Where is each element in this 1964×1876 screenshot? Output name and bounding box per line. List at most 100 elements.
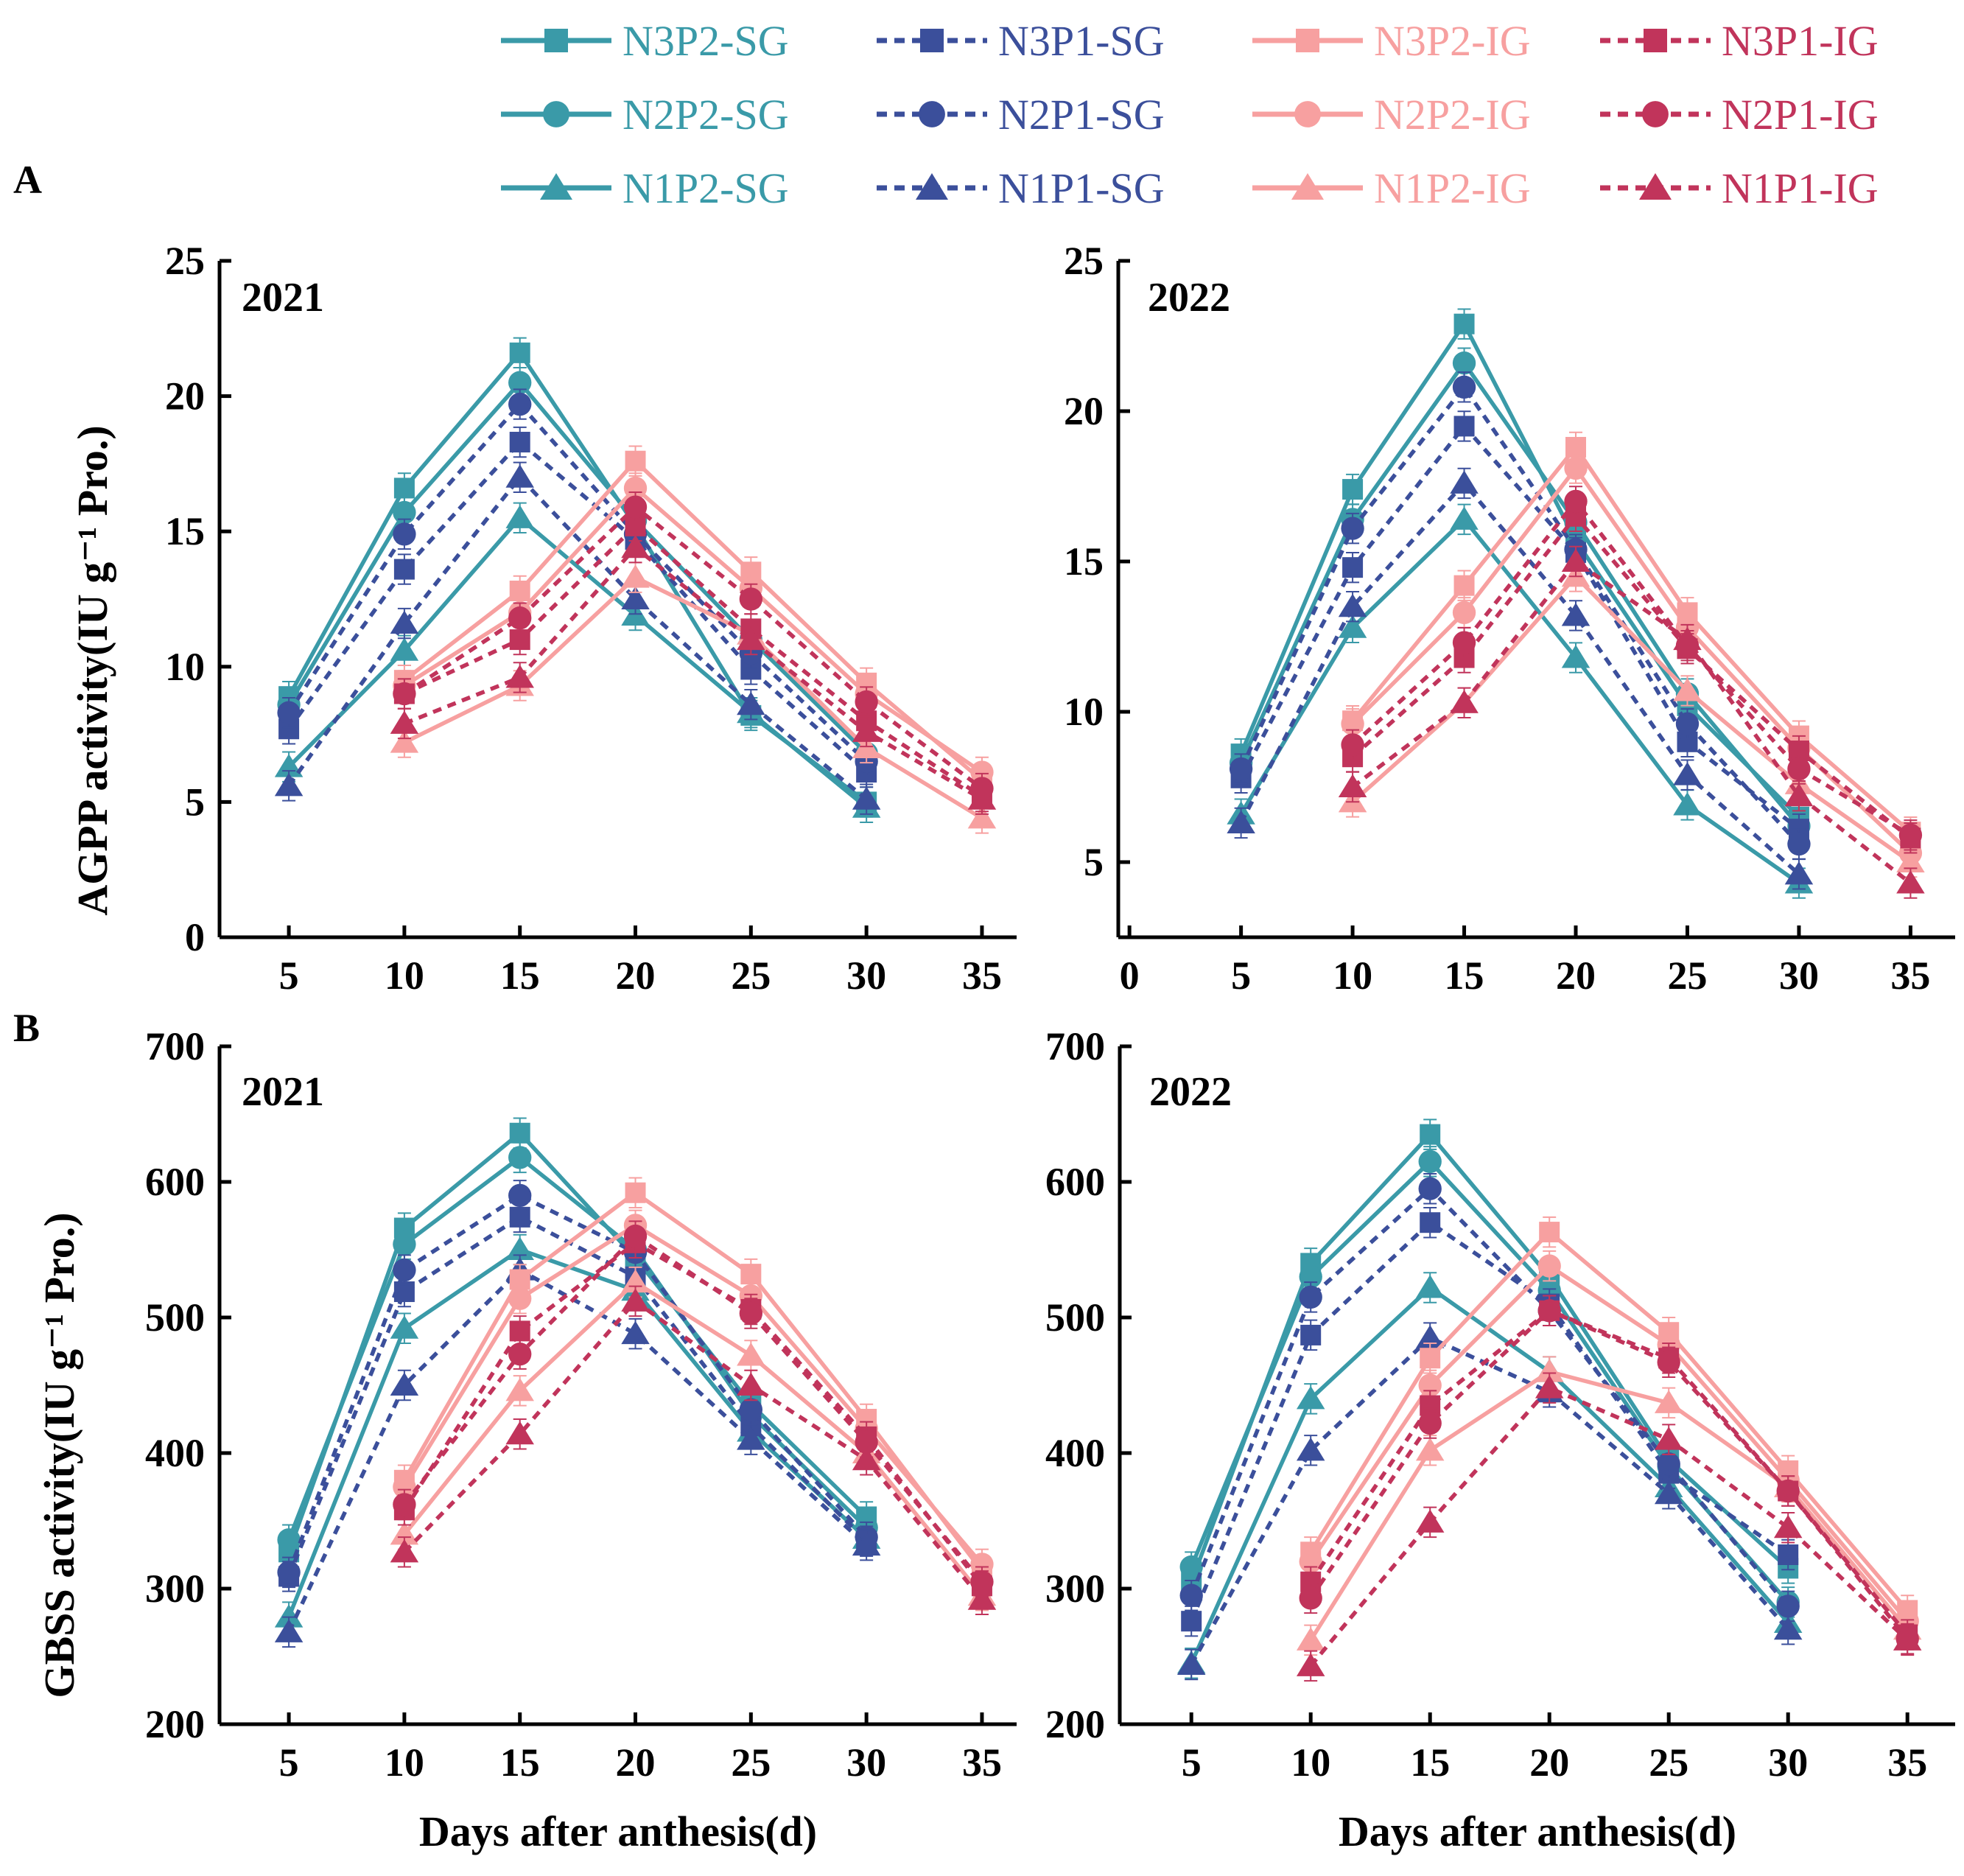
data-point — [1773, 1616, 1803, 1640]
data-point — [1673, 677, 1702, 701]
series-line — [1308, 1369, 1909, 1642]
data-point — [967, 1586, 997, 1610]
x-tick-label: 15 — [1410, 1740, 1450, 1785]
data-point — [1296, 1437, 1325, 1461]
data-point — [852, 786, 881, 810]
series-n3p2sg — [278, 1117, 877, 1568]
data-point — [739, 1398, 763, 1421]
data-point — [1773, 1514, 1803, 1539]
y-tick-label: 400 — [145, 1431, 205, 1475]
series-line — [1308, 1264, 1909, 1623]
legend-label: N1P2-SG — [622, 164, 789, 212]
y-tick-label: 5 — [1084, 840, 1104, 884]
data-point — [1296, 1385, 1325, 1410]
data-point — [390, 729, 419, 753]
y-tick-label: 25 — [1064, 239, 1104, 283]
x-axis-label: Days after anthesis(d) — [1339, 1807, 1736, 1855]
data-point — [505, 664, 534, 688]
data-point — [737, 626, 765, 651]
data-point — [1450, 506, 1479, 530]
series-n1p2sg — [1176, 1272, 1803, 1679]
data-point — [1778, 1544, 1799, 1565]
series-line — [287, 1193, 869, 1573]
series-n1p1ig — [390, 532, 997, 815]
data-point — [1673, 791, 1702, 816]
series-n3p1ig — [1300, 1295, 1918, 1651]
data-point — [1299, 1285, 1322, 1309]
x-tick-label: 20 — [616, 1740, 656, 1785]
y-tick-label: 20 — [1064, 389, 1104, 433]
data-point — [1657, 1452, 1680, 1476]
data-point — [1673, 626, 1702, 651]
series-line — [1351, 514, 1912, 840]
series-n1p1ig — [1296, 1372, 1922, 1682]
data-point — [508, 1343, 532, 1366]
series-line — [403, 486, 983, 774]
data-point — [1654, 1390, 1683, 1413]
x-tick-label: 25 — [731, 953, 771, 998]
data-point — [390, 1539, 419, 1563]
series-line — [1309, 1385, 1909, 1667]
data-point — [277, 1561, 301, 1584]
series-n1p2sg — [1227, 503, 1814, 899]
series-line — [1189, 1159, 1790, 1604]
data-point — [393, 559, 415, 580]
series-line — [287, 516, 868, 809]
y-tick-label: 700 — [1045, 1024, 1105, 1068]
data-point — [274, 1619, 304, 1642]
data-point — [505, 464, 534, 488]
data-point — [1654, 1427, 1683, 1450]
data-point — [1776, 1595, 1800, 1618]
x-tick-label: 25 — [731, 1740, 771, 1785]
x-tick-label: 15 — [500, 1740, 540, 1785]
y-tick-label: 15 — [165, 509, 205, 553]
series-line — [287, 440, 868, 774]
legend-marker-square-icon — [920, 29, 944, 52]
series-line — [1308, 1230, 1909, 1612]
data-point — [621, 1288, 650, 1312]
series-n2p2sg — [1229, 347, 1811, 842]
data-point — [1787, 757, 1811, 781]
data-point — [1299, 1586, 1322, 1610]
data-point — [967, 805, 997, 829]
series-line — [1239, 481, 1800, 876]
series-n1p1sg — [274, 461, 881, 815]
series-n2p2ig — [393, 1209, 994, 1581]
y-tick-label: 300 — [145, 1567, 205, 1611]
data-point — [1657, 1351, 1680, 1374]
y-tick-label: 500 — [1045, 1295, 1105, 1340]
data-point — [1176, 1651, 1206, 1676]
data-point — [274, 754, 304, 777]
data-point — [1181, 1611, 1202, 1632]
data-point — [623, 495, 648, 519]
data-point — [621, 1269, 650, 1293]
x-tick-label: 10 — [1291, 1740, 1330, 1785]
legend-label: N2P1-SG — [998, 91, 1165, 139]
data-point — [508, 392, 532, 416]
data-point — [1342, 479, 1364, 500]
panel-letter-a: A — [13, 158, 42, 202]
legend-entry-n1p2sg: N1P2-SG — [501, 164, 789, 212]
series-n2p1ig — [393, 491, 994, 805]
data-point — [505, 505, 534, 528]
x-tick-label: 5 — [279, 1740, 299, 1785]
data-point — [1420, 1212, 1441, 1233]
data-point — [1535, 1359, 1564, 1382]
series-n3p1sg — [1230, 410, 1809, 845]
legend-label: N3P1-SG — [998, 17, 1165, 65]
data-point — [1179, 1555, 1203, 1579]
y-tick-label: 600 — [1045, 1160, 1105, 1204]
legend-label: N1P1-SG — [998, 164, 1165, 212]
series-line — [1350, 445, 1912, 834]
series-n3p2sg — [278, 337, 877, 818]
data-point — [1341, 733, 1364, 757]
series-n3p1ig — [393, 1227, 992, 1602]
data-point — [1179, 1583, 1203, 1607]
data-point — [393, 1232, 416, 1256]
data-point — [508, 1146, 532, 1169]
data-point — [1415, 1325, 1445, 1348]
data-point — [505, 1377, 534, 1401]
legend-label: N3P2-IG — [1374, 17, 1531, 65]
y-tick-label: 700 — [145, 1024, 205, 1068]
